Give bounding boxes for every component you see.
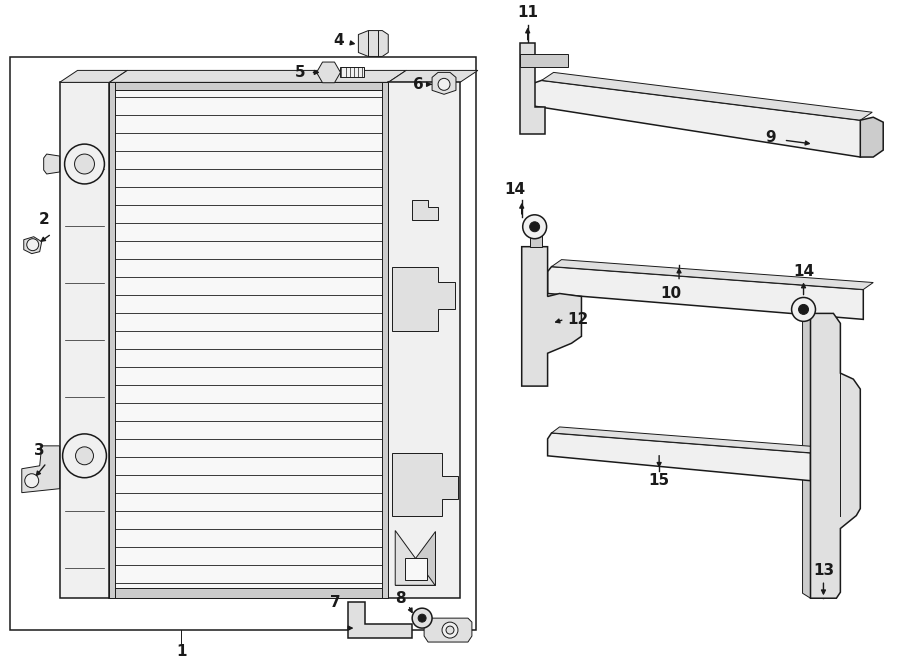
Polygon shape <box>392 267 455 331</box>
Polygon shape <box>530 234 542 247</box>
Polygon shape <box>395 530 435 585</box>
Circle shape <box>76 447 94 465</box>
Polygon shape <box>522 247 581 386</box>
Polygon shape <box>547 433 811 481</box>
Polygon shape <box>59 82 110 598</box>
Circle shape <box>65 144 104 184</box>
Circle shape <box>418 614 426 622</box>
Circle shape <box>438 78 450 90</box>
Text: 7: 7 <box>330 594 341 610</box>
Text: 12: 12 <box>567 312 588 327</box>
Text: 9: 9 <box>765 130 776 144</box>
Bar <box>10 58 476 630</box>
Text: 6: 6 <box>413 77 424 92</box>
Text: 11: 11 <box>518 5 538 20</box>
Text: 3: 3 <box>34 444 45 458</box>
Polygon shape <box>110 82 115 598</box>
Polygon shape <box>348 602 412 638</box>
Text: 13: 13 <box>813 563 834 578</box>
Polygon shape <box>542 72 872 120</box>
Polygon shape <box>110 589 388 598</box>
Text: 14: 14 <box>504 183 526 197</box>
Polygon shape <box>432 72 456 94</box>
Polygon shape <box>547 267 863 319</box>
Circle shape <box>25 474 39 488</box>
Text: 4: 4 <box>333 33 344 48</box>
Circle shape <box>27 239 39 251</box>
Text: 10: 10 <box>661 286 681 301</box>
Circle shape <box>75 154 94 174</box>
Text: 1: 1 <box>176 645 186 659</box>
Polygon shape <box>388 82 460 598</box>
Polygon shape <box>860 117 883 157</box>
Polygon shape <box>811 313 860 598</box>
Circle shape <box>792 297 815 321</box>
Polygon shape <box>412 200 438 220</box>
Polygon shape <box>519 42 544 134</box>
Polygon shape <box>317 62 340 83</box>
Polygon shape <box>340 68 364 77</box>
Text: 14: 14 <box>793 264 814 279</box>
Polygon shape <box>22 446 59 493</box>
Polygon shape <box>522 80 873 157</box>
Circle shape <box>412 608 432 628</box>
Polygon shape <box>110 70 406 82</box>
Polygon shape <box>424 618 472 642</box>
Text: 15: 15 <box>649 473 670 488</box>
Polygon shape <box>388 70 478 82</box>
Polygon shape <box>59 70 127 82</box>
Text: 5: 5 <box>295 65 306 80</box>
Text: 2: 2 <box>39 213 50 227</box>
Circle shape <box>523 214 546 239</box>
Polygon shape <box>519 54 568 68</box>
Polygon shape <box>803 308 811 598</box>
Polygon shape <box>392 453 458 516</box>
Circle shape <box>63 434 106 478</box>
Polygon shape <box>23 237 41 254</box>
Polygon shape <box>44 154 59 174</box>
Circle shape <box>530 222 540 232</box>
Polygon shape <box>358 30 388 56</box>
Bar <box>110 82 388 598</box>
Circle shape <box>798 305 808 314</box>
Bar <box>405 558 428 581</box>
Circle shape <box>446 626 454 634</box>
Polygon shape <box>552 427 818 453</box>
Polygon shape <box>552 260 873 289</box>
Polygon shape <box>110 82 388 90</box>
Polygon shape <box>382 82 388 598</box>
Polygon shape <box>395 530 435 585</box>
Text: 8: 8 <box>395 591 406 606</box>
Circle shape <box>442 622 458 638</box>
